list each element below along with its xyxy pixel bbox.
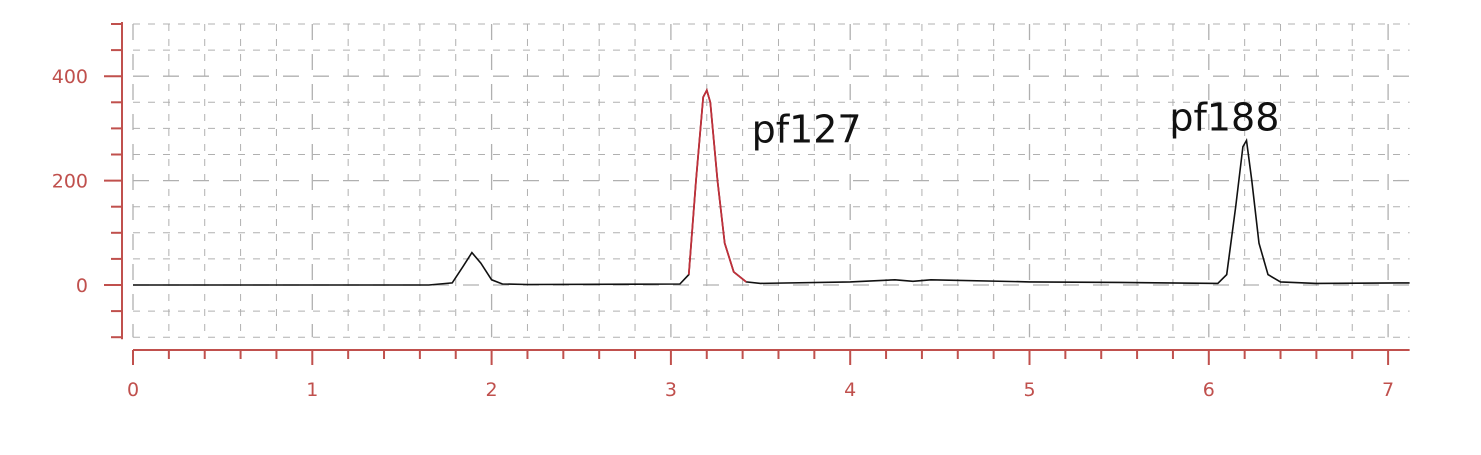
x-tick-label: 5	[1023, 379, 1035, 401]
y-tick-label: 400	[52, 66, 88, 88]
plot-area	[133, 87, 1410, 286]
grid	[132, 23, 1410, 338]
x-tick-label: 6	[1203, 379, 1215, 401]
x-tick-label: 0	[127, 379, 139, 401]
x-tick-label: 7	[1382, 379, 1394, 401]
annotation-pf188: pf188	[1169, 95, 1279, 139]
x-tick-label: 4	[844, 379, 856, 401]
x-tick-label: 3	[665, 379, 677, 401]
annotation-pf127: pf127	[752, 107, 862, 151]
y-tick-label: 200	[52, 171, 88, 193]
highlighted-peak-line	[687, 87, 747, 283]
x-tick-label: 2	[486, 379, 498, 401]
y-tick-label: 0	[76, 275, 88, 297]
x-tick-label: 1	[306, 379, 318, 401]
axes: 0 200 400 0 1 2 3 4 5 6 7	[52, 22, 1410, 401]
